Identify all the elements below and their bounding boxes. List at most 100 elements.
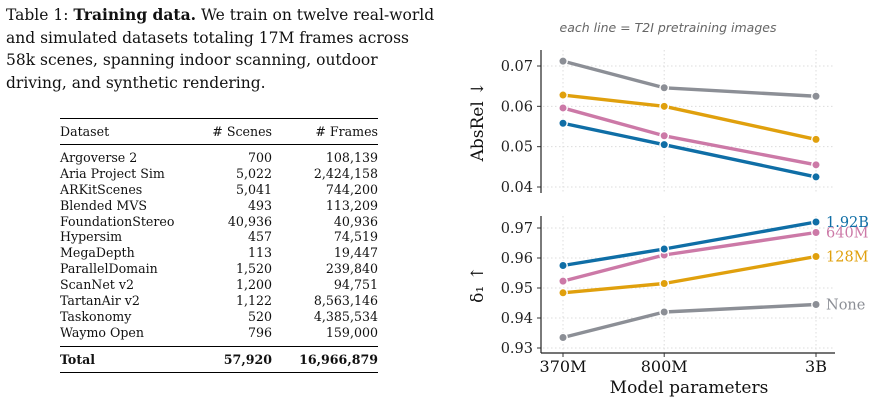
y-tick-label: 0.97 bbox=[501, 221, 533, 237]
frames-cell: 159,000 bbox=[325, 324, 378, 340]
series-end-label: None bbox=[826, 298, 865, 314]
scenes-cell: 5,022 bbox=[235, 165, 272, 181]
scenes-cell: 700 bbox=[247, 149, 272, 165]
caption-body: We train on twelve real-world and simula… bbox=[6, 6, 435, 92]
data-point bbox=[659, 82, 670, 93]
y-tick-label: 0.05 bbox=[501, 140, 533, 156]
data-point bbox=[558, 118, 568, 129]
data-point bbox=[811, 217, 821, 227]
data-point bbox=[659, 244, 670, 254]
series-line-None bbox=[561, 302, 818, 340]
series-line-128M bbox=[561, 254, 818, 295]
header-frames: # Frames bbox=[315, 124, 378, 139]
y-tick-label: 0.93 bbox=[501, 341, 533, 357]
data-point bbox=[558, 276, 568, 286]
y-axis-label: δ₁ ↑ bbox=[468, 266, 488, 303]
frames-cell: 108,139 bbox=[325, 149, 378, 165]
frames-cell: 744,200 bbox=[325, 181, 378, 197]
x-tick-label: 370M bbox=[540, 357, 587, 376]
y-tick-label: 0.07 bbox=[501, 59, 533, 75]
scenes-cell: 113 bbox=[247, 245, 272, 261]
dataset-cell: ParallelDomain bbox=[60, 261, 158, 277]
data-point bbox=[811, 251, 821, 262]
series-end-label: 128M bbox=[826, 250, 869, 266]
frames-cell: 239,840 bbox=[325, 261, 378, 277]
header-dataset: Dataset bbox=[60, 124, 110, 139]
scenes-cell: 457 bbox=[247, 229, 272, 245]
series-end-label: 640M bbox=[826, 226, 869, 242]
data-point bbox=[558, 287, 568, 298]
data-point bbox=[659, 130, 670, 141]
scenes-cell: 5,041 bbox=[235, 181, 272, 197]
dataset-cell: FoundationStereo bbox=[60, 213, 175, 229]
table-row: ARKitScenes 5,041 744,200 bbox=[60, 182, 378, 198]
frames-cell: 40,936 bbox=[333, 213, 378, 229]
dataset-cell: TartanAir v2 bbox=[60, 293, 140, 309]
table-header-row: Dataset # Scenes # Frames bbox=[60, 118, 378, 145]
table-row: Aria Project Sim 5,022 2,424,158 bbox=[60, 166, 378, 182]
total-frames: 16,966,879 bbox=[299, 351, 378, 367]
table-caption: Table 1: Training data. We train on twel… bbox=[6, 4, 438, 94]
x-tick-label: 800M bbox=[641, 357, 688, 376]
series-end-label: 1.92B bbox=[826, 215, 869, 231]
scenes-cell: 493 bbox=[247, 197, 272, 213]
dataset-cell: Argoverse 2 bbox=[60, 149, 138, 165]
total-scenes: 57,920 bbox=[223, 351, 272, 367]
data-point bbox=[811, 134, 821, 145]
dataset-cell: Aria Project Sim bbox=[60, 165, 165, 181]
data-point bbox=[659, 278, 670, 289]
table-row: Waymo Open 796 159,000 bbox=[60, 325, 378, 346]
total-label: Total bbox=[60, 351, 96, 367]
dataset-cell: Taskonomy bbox=[60, 308, 132, 324]
frames-cell: 19,447 bbox=[333, 245, 378, 261]
table-row: ParallelDomain 1,520 239,840 bbox=[60, 261, 378, 277]
frames-cell: 74,519 bbox=[333, 229, 378, 245]
table-row: Blended MVS 493 113,209 bbox=[60, 198, 378, 214]
series-line-640M bbox=[561, 230, 818, 283]
table-row: Argoverse 2 700 108,139 bbox=[60, 144, 378, 165]
table-row: FoundationStereo 40,936 40,936 bbox=[60, 214, 378, 230]
data-point bbox=[811, 172, 821, 182]
frames-cell: 113,209 bbox=[325, 197, 378, 213]
y-tick-label: 0.04 bbox=[501, 180, 533, 196]
y-tick-label: 0.95 bbox=[501, 281, 533, 297]
frames-cell: 8,563,146 bbox=[313, 293, 378, 309]
table-row: Hypersim 457 74,519 bbox=[60, 229, 378, 245]
data-point bbox=[659, 307, 670, 317]
data-point bbox=[811, 299, 821, 310]
scenes-cell: 1,520 bbox=[235, 261, 272, 277]
scenes-cell: 1,122 bbox=[235, 293, 272, 309]
series-line-640M bbox=[561, 106, 818, 167]
data-point bbox=[558, 90, 568, 100]
header-scenes: # Scenes bbox=[212, 124, 272, 139]
table-row: Taskonomy 520 4,385,534 bbox=[60, 309, 378, 325]
x-axis-label: Model parameters bbox=[610, 378, 769, 398]
data-point bbox=[659, 139, 670, 150]
scaling-chart: each line = T2I pretraining images 0.04 0.… bbox=[468, 20, 869, 398]
total-row: Total 57,920 16,966,879 bbox=[60, 346, 378, 373]
table-row: ScanNet v2 1,200 94,751 bbox=[60, 277, 378, 293]
caption-title: Training data. bbox=[73, 5, 197, 24]
y-axis-label: AbsRel ↓ bbox=[468, 82, 488, 163]
data-point bbox=[811, 227, 821, 238]
data-point bbox=[558, 260, 568, 271]
y-tick-label: 0.96 bbox=[501, 251, 533, 267]
y-tick-label: 0.06 bbox=[501, 99, 533, 115]
scenes-cell: 1,200 bbox=[235, 277, 272, 293]
dataset-cell: Hypersim bbox=[60, 229, 123, 245]
table-row: MegaDepth 113 19,447 bbox=[60, 245, 378, 261]
data-point bbox=[558, 56, 568, 67]
training-data-table: Dataset # Scenes # Frames Argoverse 2 700… bbox=[60, 118, 378, 373]
data-point bbox=[811, 159, 821, 170]
dataset-cell: Waymo Open bbox=[60, 324, 144, 340]
data-point bbox=[811, 91, 821, 102]
dataset-cell: Blended MVS bbox=[60, 197, 148, 213]
y-tick-label: 0.94 bbox=[501, 311, 533, 327]
dataset-cell: ScanNet v2 bbox=[60, 277, 134, 293]
data-point bbox=[558, 332, 568, 343]
chart-subtitle: each line = T2I pretraining images bbox=[560, 20, 777, 35]
frames-cell: 4,385,534 bbox=[313, 308, 378, 324]
scenes-cell: 796 bbox=[247, 324, 272, 340]
dataset-cell: ARKitScenes bbox=[60, 181, 143, 197]
data-point bbox=[558, 103, 568, 113]
